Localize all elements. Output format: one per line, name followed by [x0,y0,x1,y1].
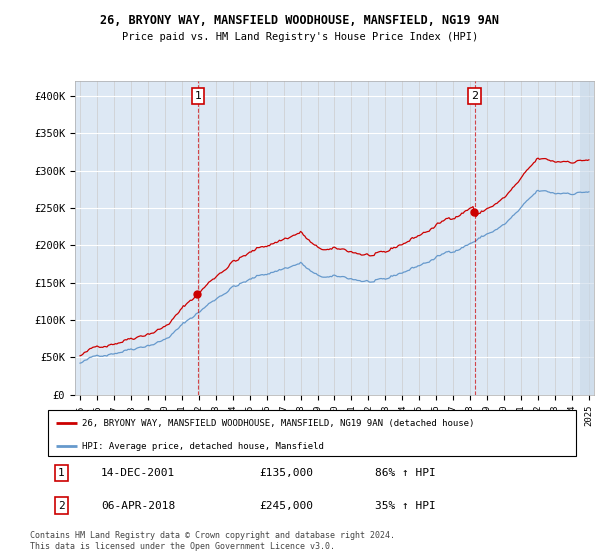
FancyBboxPatch shape [48,410,576,456]
Text: Price paid vs. HM Land Registry's House Price Index (HPI): Price paid vs. HM Land Registry's House … [122,32,478,42]
Text: This data is licensed under the Open Government Licence v3.0.: This data is licensed under the Open Gov… [30,542,335,550]
Text: 86% ↑ HPI: 86% ↑ HPI [376,468,436,478]
Text: 26, BRYONY WAY, MANSFIELD WOODHOUSE, MANSFIELD, NG19 9AN: 26, BRYONY WAY, MANSFIELD WOODHOUSE, MAN… [101,14,499,27]
Text: HPI: Average price, detached house, Mansfield: HPI: Average price, detached house, Mans… [82,442,324,451]
Text: 2: 2 [471,91,478,101]
Text: £245,000: £245,000 [259,501,313,511]
Text: 14-DEC-2001: 14-DEC-2001 [101,468,175,478]
Text: £135,000: £135,000 [259,468,313,478]
Text: Contains HM Land Registry data © Crown copyright and database right 2024.: Contains HM Land Registry data © Crown c… [30,531,395,540]
Text: 06-APR-2018: 06-APR-2018 [101,501,175,511]
Bar [580,81,598,395]
Text: 1: 1 [58,468,65,478]
Text: 2: 2 [58,501,65,511]
Text: 26, BRYONY WAY, MANSFIELD WOODHOUSE, MANSFIELD, NG19 9AN (detached house): 26, BRYONY WAY, MANSFIELD WOODHOUSE, MAN… [82,419,475,428]
Text: 35% ↑ HPI: 35% ↑ HPI [376,501,436,511]
Text: 1: 1 [194,91,202,101]
